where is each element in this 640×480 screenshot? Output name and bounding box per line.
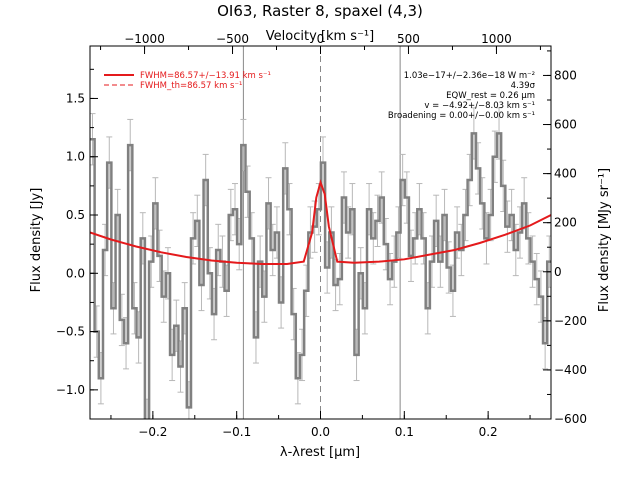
y2-axis-label: Flux density [MJy sr⁻¹] xyxy=(597,168,612,312)
y-tick-label: 0.0 xyxy=(66,266,85,280)
fit-annotation: 1.03e−17+/−2.36e−18 W m⁻² xyxy=(404,71,535,81)
y2-tick-label: 200 xyxy=(554,216,577,230)
fit-curve-dashed xyxy=(90,180,551,265)
y2-tick-label: 0 xyxy=(554,265,562,279)
y-tick-label: 0.5 xyxy=(66,208,85,222)
legend-label: FWHM=86.57+/−13.91 km s⁻¹ xyxy=(140,71,271,81)
y2-tick-label: −200 xyxy=(554,314,587,328)
fit-annotation: EQW_rest = 0.26 μm xyxy=(446,91,535,101)
fit-annotation: 4.39σ xyxy=(511,81,536,91)
y-tick-label: −1.0 xyxy=(56,383,85,397)
x2-tick-label: 0 xyxy=(317,32,325,46)
x-tick-label: −0.1 xyxy=(222,425,251,439)
y2-tick-label: 600 xyxy=(554,118,577,132)
y2-tick-label: −400 xyxy=(554,363,587,377)
plot-area: −0.2 −0.1 0.0 0.1 0.2 −1000 −500 0 500 1000 −1.0 −0… xyxy=(56,32,587,439)
x2-tick-label: −500 xyxy=(216,32,249,46)
x-tick-label: 0.1 xyxy=(395,425,414,439)
y2-tick-label: −600 xyxy=(554,412,587,426)
x2-tick-label: 500 xyxy=(397,32,420,46)
x2-axis-label: Velocity [km s⁻¹] xyxy=(266,29,374,44)
y2-tick-label: 400 xyxy=(554,167,577,181)
y-axis-label: Flux density [Jy] xyxy=(29,188,44,293)
data-layer xyxy=(90,107,551,419)
x2-tick-label: 1000 xyxy=(481,32,512,46)
x-tick-label: 0.0 xyxy=(311,425,330,439)
fit-annotation: v = −4.92+/−8.03 km s⁻¹ xyxy=(424,101,535,111)
y2-tick-label: 800 xyxy=(554,68,577,82)
x-axis-label: λ-λrest [μm] xyxy=(280,445,360,460)
x2-tick-label: −1000 xyxy=(124,32,165,46)
y-tick-label: −0.5 xyxy=(56,325,85,339)
x-tick-label: 0.2 xyxy=(479,425,498,439)
y-tick-label: 1.5 xyxy=(66,91,85,105)
x-tick-label: −0.2 xyxy=(138,425,167,439)
y-tick-label: 1.0 xyxy=(66,150,85,164)
legend-label: FWHM_th=86.57 km s⁻¹ xyxy=(140,81,242,91)
chart-title: OI63, Raster 8, spaxel (4,3) xyxy=(217,2,423,20)
fit-annotation: Broadening = 0.00+/−0.00 km s⁻¹ xyxy=(388,111,535,121)
